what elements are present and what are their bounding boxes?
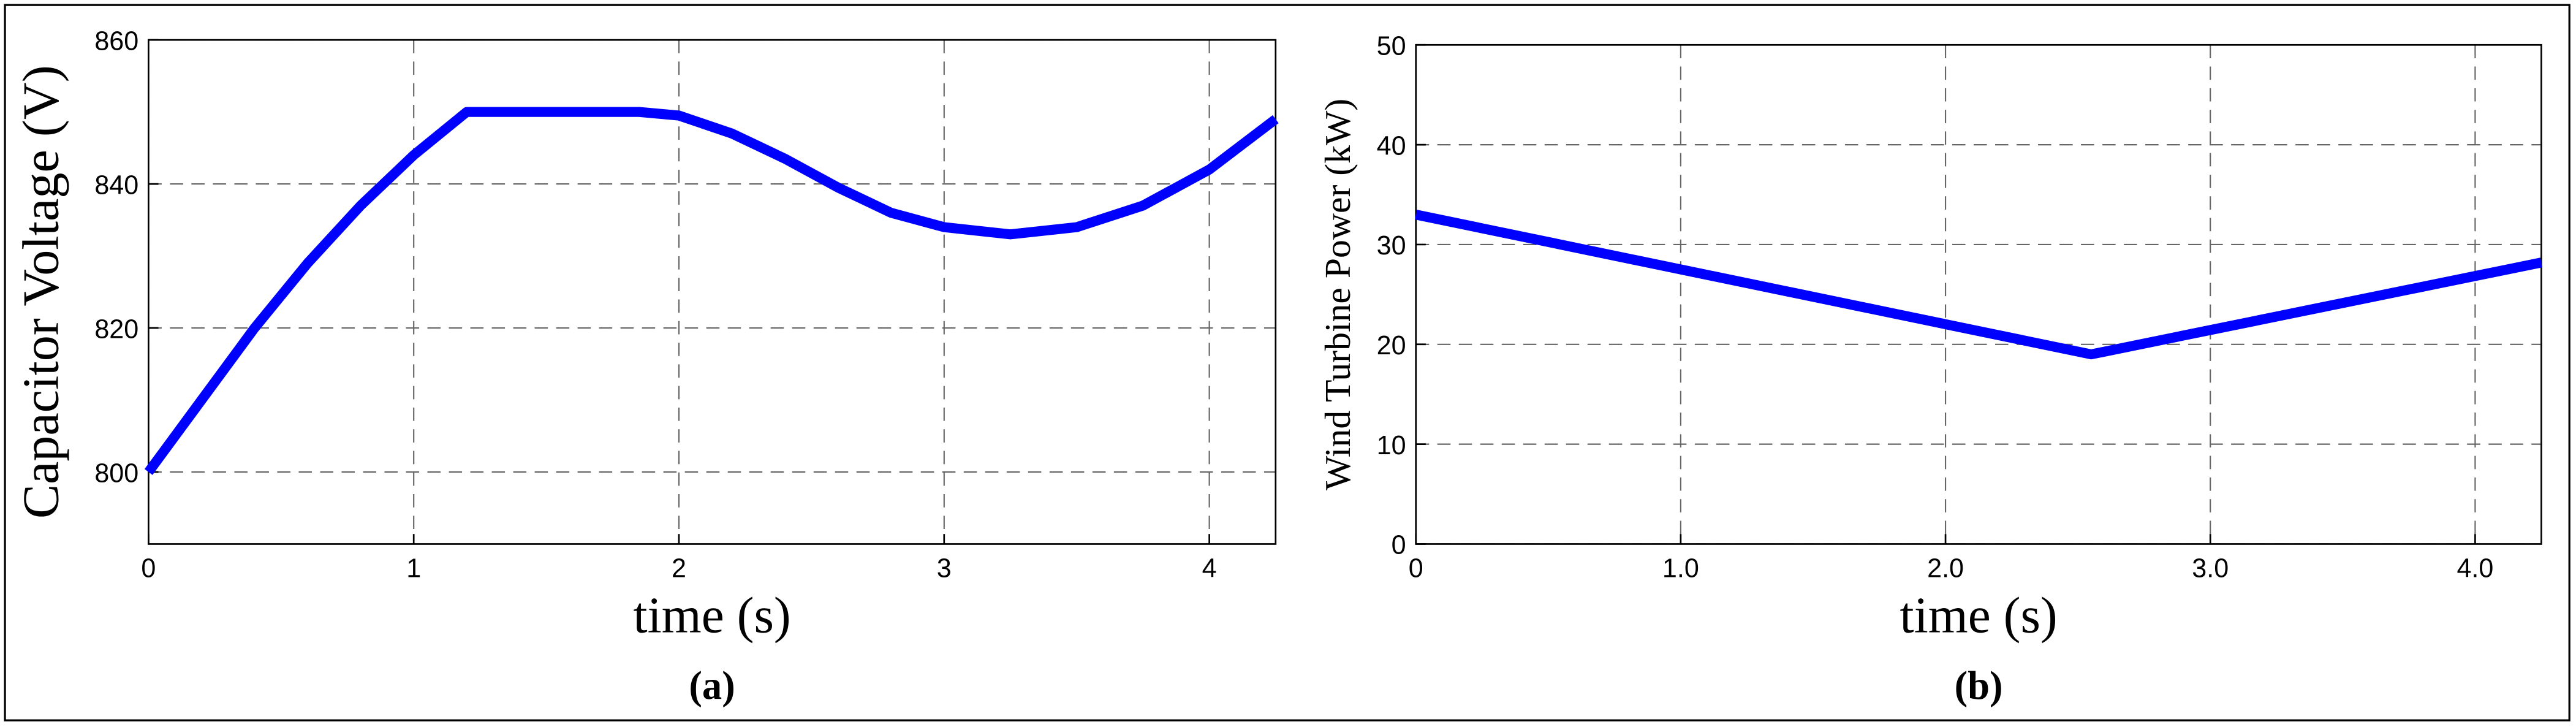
y-tick-label: 860 [94,26,138,56]
y-tick-label: 50 [1377,31,1406,61]
x-tick-label: 0 [141,554,156,584]
y-axis-label: Wind Turbine Power (kW) [1317,99,1358,490]
y-tick-label: 820 [94,314,138,344]
x-tick-label: 1.0 [1662,554,1699,584]
data-line [1415,210,2543,360]
data-line [144,107,1279,475]
x-tick-label: 3 [937,554,952,584]
plot-area [1415,45,2542,544]
x-tick-label: 4.0 [2457,554,2493,584]
x-tick-label: 3.0 [2192,554,2229,584]
x-axis-label: time (s) [633,587,790,644]
y-tick-label: 840 [94,170,138,200]
y-tick-label: 0 [1392,531,1406,560]
plot-frame [1415,44,2542,545]
x-tick-label: 2.0 [1927,554,1964,584]
panel-caption: (b) [1955,664,2003,708]
plot-frame [148,39,1277,545]
y-tick-label: 20 [1377,331,1406,360]
x-tick-label: 0 [1409,554,1423,584]
x-tick-label: 1 [406,554,421,584]
y-axis-label: Capacitor Voltage (V) [13,65,70,519]
y-tick-label: 40 [1377,131,1406,161]
panel-caption: (a) [689,664,735,708]
plot-area [148,40,1276,544]
y-tick-label: 30 [1377,231,1406,261]
y-tick-label: 10 [1377,431,1406,460]
x-tick-label: 4 [1202,554,1217,584]
x-tick-label: 2 [672,554,686,584]
y-tick-label: 800 [94,459,138,488]
x-axis-label: time (s) [1900,587,2057,644]
